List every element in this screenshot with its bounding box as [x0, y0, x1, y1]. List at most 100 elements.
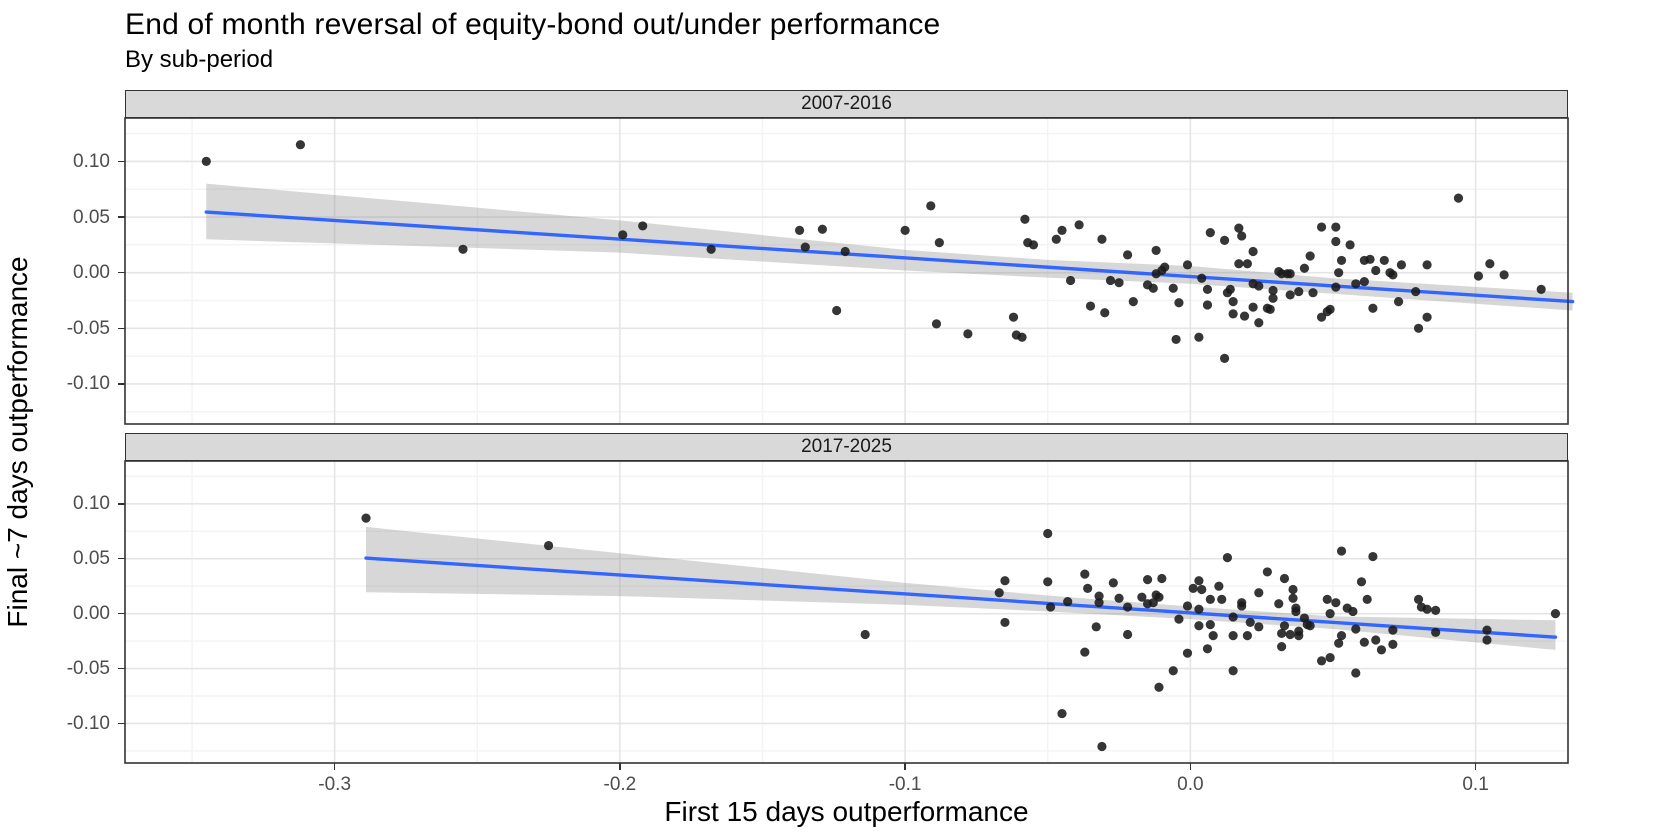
data-point [1291, 606, 1301, 617]
x-tick-mark [333, 763, 336, 770]
data-point [1114, 593, 1124, 603]
data-point [1294, 631, 1304, 641]
data-point [1043, 528, 1053, 539]
data-point [1325, 609, 1335, 619]
data-point [1171, 334, 1181, 345]
data-point [1174, 614, 1184, 624]
data-point [1308, 288, 1318, 298]
data-point [1396, 260, 1407, 270]
data-point [1362, 594, 1372, 604]
data-point [1234, 223, 1244, 233]
data-point [1285, 629, 1295, 640]
data-point [1376, 645, 1387, 655]
data-point [1219, 353, 1230, 363]
data-point [1043, 577, 1053, 587]
data-point [1105, 275, 1116, 286]
data-point [1225, 284, 1235, 294]
data-point [1208, 631, 1218, 641]
data-point [840, 246, 850, 257]
y-tick-label: -0.10 [66, 712, 110, 734]
x-tick-label: -0.3 [318, 774, 352, 795]
data-point [1388, 270, 1398, 280]
data-point [1299, 263, 1310, 273]
data-point [1473, 271, 1484, 281]
data-point [458, 244, 468, 254]
data-point [1359, 637, 1369, 647]
data-point [1182, 260, 1193, 270]
panel-border [124, 117, 1569, 425]
data-point [1453, 193, 1464, 203]
y-tick-label: 0.05 [73, 206, 110, 228]
x-tick-mark [619, 763, 621, 770]
data-point [1336, 546, 1347, 556]
data-point [931, 319, 942, 329]
data-point [963, 329, 973, 339]
data-point [1000, 617, 1010, 628]
y-axis-title: Final ~7 days outperformance [2, 256, 33, 628]
data-point [817, 224, 827, 234]
data-point [1411, 286, 1421, 297]
data-point [1217, 594, 1227, 604]
data-point [1356, 577, 1367, 587]
data-point [1245, 617, 1255, 628]
data-point [543, 540, 554, 551]
data-point [1194, 604, 1204, 614]
data-point [1051, 234, 1061, 244]
data-point [1388, 625, 1398, 635]
data-point [1368, 551, 1378, 562]
data-point [1254, 281, 1264, 291]
y-tick-mark [118, 383, 125, 385]
data-point [201, 156, 211, 166]
data-point [1154, 682, 1164, 692]
y-tick-label: 0.00 [73, 603, 110, 625]
data-point [1316, 222, 1327, 232]
x-axis-title: First 15 days outperformance [664, 796, 1029, 827]
data-point [1202, 644, 1213, 654]
data-point [1045, 602, 1056, 612]
data-point [295, 140, 306, 150]
data-point [1268, 293, 1278, 303]
data-point [1351, 624, 1361, 634]
data-point [1168, 666, 1178, 676]
data-point [1080, 569, 1090, 579]
data-point [1017, 332, 1027, 342]
data-point [1485, 259, 1495, 269]
data-point [1242, 631, 1252, 641]
data-point [1305, 251, 1315, 261]
data-point [1336, 631, 1347, 641]
data-point [1379, 255, 1389, 266]
data-point [1142, 575, 1153, 585]
data-point [1334, 638, 1344, 648]
data-point [1097, 741, 1107, 752]
data-point [1205, 620, 1215, 630]
data-point [1182, 601, 1193, 611]
data-point [1322, 594, 1332, 604]
data-point [1157, 573, 1167, 584]
panel-background [125, 118, 1568, 424]
data-point [832, 305, 842, 316]
trend-line [364, 556, 1558, 639]
data-point [1080, 647, 1090, 657]
data-point [1371, 265, 1381, 276]
data-point [1214, 581, 1224, 591]
data-point [1316, 312, 1327, 322]
data-point [1254, 588, 1264, 598]
data-point [1219, 235, 1230, 245]
y-tick-mark [118, 667, 125, 670]
data-point [1316, 656, 1327, 666]
data-point [1205, 228, 1215, 238]
data-point [1248, 246, 1258, 257]
data-point [1194, 332, 1204, 342]
data-point [1413, 323, 1424, 333]
data-point [1174, 298, 1184, 308]
data-point [1288, 584, 1298, 595]
facet-strip-label: 2017-2025 [801, 436, 892, 457]
data-point [794, 225, 805, 235]
facet-strip-label: 2007-2016 [801, 93, 892, 114]
data-point [1334, 268, 1344, 278]
data-point [1285, 269, 1295, 279]
data-point [1242, 259, 1252, 269]
data-point [1160, 262, 1170, 272]
data-point [1277, 628, 1287, 639]
